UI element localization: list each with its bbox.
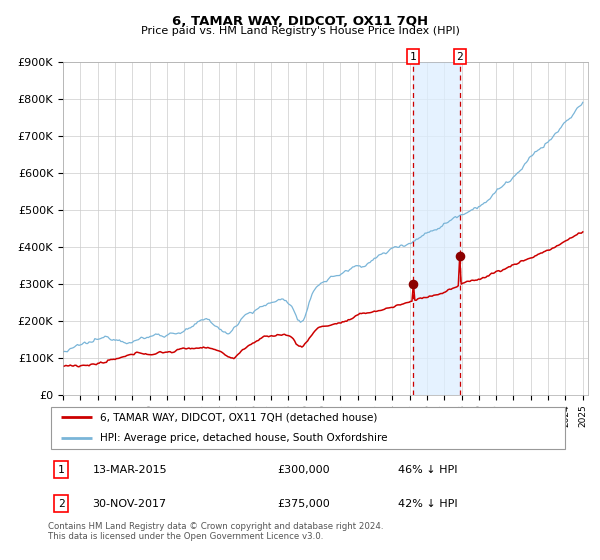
Text: HPI: Average price, detached house, South Oxfordshire: HPI: Average price, detached house, Sout… (100, 433, 388, 444)
Bar (413, 62, 460, 395)
Point (408, 279, 418, 288)
Text: Contains HM Land Registry data © Crown copyright and database right 2024.
This d: Contains HM Land Registry data © Crown c… (48, 522, 383, 542)
Text: 42% ↓ HPI: 42% ↓ HPI (398, 499, 457, 509)
Text: £375,000: £375,000 (278, 499, 331, 509)
Text: 46% ↓ HPI: 46% ↓ HPI (398, 465, 457, 475)
Text: 30-NOV-2017: 30-NOV-2017 (92, 499, 166, 509)
Text: 13-MAR-2015: 13-MAR-2015 (92, 465, 167, 475)
FancyBboxPatch shape (50, 407, 565, 449)
Point (455, 251, 465, 260)
Text: £300,000: £300,000 (278, 465, 331, 475)
Text: 2: 2 (58, 499, 64, 509)
Text: 1: 1 (409, 52, 416, 62)
Text: 6, TAMAR WAY, DIDCOT, OX11 7QH: 6, TAMAR WAY, DIDCOT, OX11 7QH (172, 15, 428, 27)
Text: 1: 1 (58, 465, 64, 475)
Text: 6, TAMAR WAY, DIDCOT, OX11 7QH (detached house): 6, TAMAR WAY, DIDCOT, OX11 7QH (detached… (100, 412, 377, 422)
Text: 2: 2 (457, 52, 463, 62)
Text: Price paid vs. HM Land Registry's House Price Index (HPI): Price paid vs. HM Land Registry's House … (140, 26, 460, 36)
